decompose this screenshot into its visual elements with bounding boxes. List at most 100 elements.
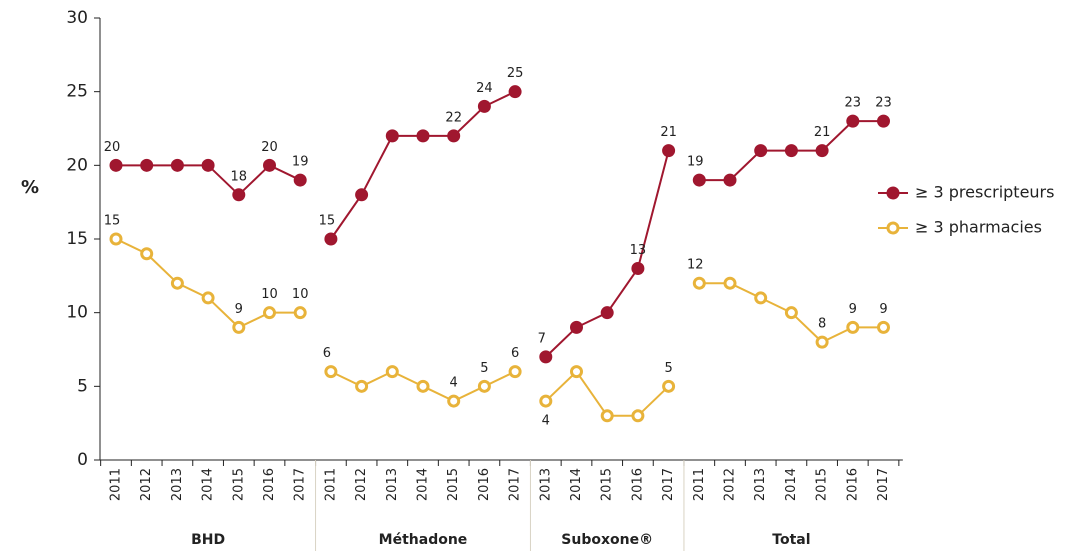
marker <box>232 188 246 202</box>
x-tick-label: 2011 <box>692 468 707 501</box>
x-tick-label: 2014 <box>569 468 584 501</box>
x-tick-label: 2012 <box>723 468 738 501</box>
group-label: BHD <box>191 532 225 548</box>
marker <box>355 188 369 202</box>
marker <box>662 144 676 158</box>
marker <box>324 232 338 246</box>
marker <box>416 129 430 143</box>
marker <box>631 409 645 423</box>
group-label: Total <box>772 532 810 548</box>
x-tick-label: 2011 <box>323 468 338 501</box>
y-tick-label: 30 <box>66 8 88 28</box>
data-label: 9 <box>879 302 887 317</box>
x-tick-label: 2016 <box>262 468 277 501</box>
marker <box>784 144 798 158</box>
x-tick-label: 2014 <box>784 468 799 501</box>
marker <box>170 158 184 172</box>
marker <box>109 158 123 172</box>
data-label: 23 <box>875 96 892 111</box>
marker <box>477 99 491 113</box>
marker <box>754 291 768 305</box>
group-label: Suboxone® <box>561 532 653 548</box>
marker <box>754 144 768 158</box>
x-tick-label: 2012 <box>354 468 369 501</box>
marker <box>293 173 307 187</box>
data-label: 7 <box>538 331 546 346</box>
marker <box>293 306 307 320</box>
marker <box>201 291 215 305</box>
marker <box>140 247 154 261</box>
data-label: 13 <box>630 243 647 258</box>
data-label: 9 <box>849 302 857 317</box>
series-line <box>545 370 670 417</box>
marker <box>600 409 614 423</box>
x-tick-label: 2015 <box>231 468 246 501</box>
data-label: 5 <box>480 361 488 376</box>
x-tick-label: 2015 <box>446 468 461 501</box>
marker <box>324 365 338 379</box>
legend-label: ≥ 3 pharmacies <box>915 218 1042 237</box>
y-tick-label: 20 <box>66 155 88 175</box>
data-label: 12 <box>687 258 704 273</box>
marker <box>570 320 583 334</box>
x-tick-label: 2012 <box>139 468 154 501</box>
data-label: 19 <box>292 155 309 170</box>
y-tick-label: 10 <box>66 303 88 323</box>
x-tick-label: 2015 <box>600 468 615 501</box>
data-label: 24 <box>476 81 493 96</box>
y-tick-label: 25 <box>66 82 88 102</box>
marker <box>416 379 430 393</box>
marker <box>385 365 399 379</box>
x-tick-label: 2014 <box>416 468 431 501</box>
marker <box>723 173 737 187</box>
y-tick-label: 15 <box>66 229 88 249</box>
data-label: 9 <box>235 302 243 317</box>
x-tick-label: 2015 <box>815 468 830 501</box>
x-tick-label: 2017 <box>508 468 523 501</box>
data-label: 23 <box>845 96 862 111</box>
data-label: 20 <box>104 140 121 155</box>
marker <box>539 394 553 408</box>
x-tick-label: 2011 <box>109 468 124 501</box>
marker <box>600 306 614 320</box>
data-label: 19 <box>687 155 704 170</box>
legend-label: ≥ 3 prescripteurs <box>915 183 1054 202</box>
marker <box>692 173 706 187</box>
marker <box>846 114 860 128</box>
marker <box>385 129 399 143</box>
x-tick-label: 2016 <box>477 468 492 501</box>
data-label: 18 <box>231 169 248 184</box>
series-line <box>545 150 670 358</box>
x-tick-label: 2014 <box>201 468 216 501</box>
marker <box>447 129 461 143</box>
data-label: 10 <box>261 287 278 302</box>
data-label: 6 <box>511 346 519 361</box>
data-label: 10 <box>292 287 309 302</box>
y-tick-label: 5 <box>77 376 88 396</box>
marker <box>539 350 553 364</box>
marker <box>263 306 276 320</box>
marker <box>477 379 491 393</box>
x-tick-label: 2017 <box>661 468 676 501</box>
data-label: 21 <box>660 125 677 140</box>
data-label: 21 <box>814 125 831 140</box>
marker <box>877 114 890 128</box>
marker <box>170 276 184 290</box>
x-tick-label: 2017 <box>876 468 891 501</box>
marker <box>508 365 522 379</box>
data-label: 25 <box>507 66 524 81</box>
data-label: 4 <box>542 414 550 429</box>
marker <box>355 379 369 393</box>
data-label: 5 <box>664 361 672 376</box>
x-tick-label: 2013 <box>753 468 768 501</box>
marker <box>201 158 215 172</box>
marker <box>784 306 798 320</box>
marker <box>570 365 583 379</box>
marker <box>692 276 706 290</box>
marker <box>109 232 123 246</box>
data-label: 15 <box>319 214 336 229</box>
marker <box>815 144 829 158</box>
data-label: 6 <box>323 346 331 361</box>
marker <box>846 320 860 334</box>
